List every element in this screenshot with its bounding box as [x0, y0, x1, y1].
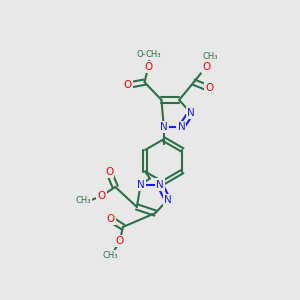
Text: N: N	[137, 180, 145, 190]
Text: N: N	[178, 122, 185, 132]
Text: CH₃: CH₃	[75, 196, 91, 205]
Text: CH₃: CH₃	[146, 50, 161, 59]
Text: N: N	[187, 108, 195, 118]
Text: O: O	[205, 83, 213, 93]
Text: O: O	[106, 214, 115, 224]
Text: O: O	[144, 62, 152, 72]
Text: N: N	[160, 122, 168, 132]
Text: O–CH₃: O–CH₃	[137, 50, 163, 59]
Text: O: O	[116, 236, 124, 246]
Text: O: O	[144, 62, 152, 72]
Text: O: O	[105, 167, 113, 177]
Text: O: O	[123, 80, 132, 90]
Text: CH₃: CH₃	[102, 251, 118, 260]
Text: N: N	[164, 195, 172, 205]
Text: O: O	[202, 62, 210, 72]
Text: O: O	[123, 80, 132, 90]
Text: O: O	[97, 191, 106, 201]
Text: N: N	[156, 180, 164, 190]
Text: CH₃: CH₃	[202, 52, 218, 61]
